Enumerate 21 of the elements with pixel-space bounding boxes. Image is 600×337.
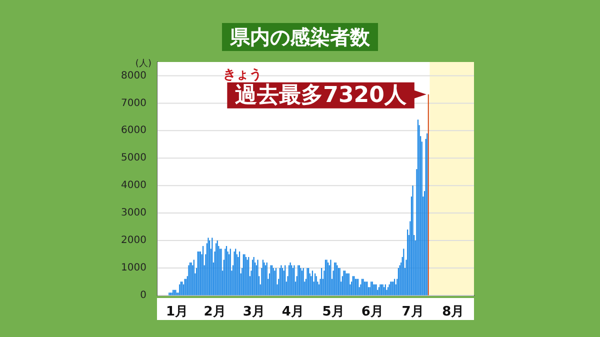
x-tick-label: 4月	[282, 304, 304, 320]
x-tick-label: 5月	[322, 304, 344, 320]
y-tick-label: 3000	[120, 208, 146, 219]
y-tick-label: 4000	[120, 180, 146, 192]
chart-title: 県内の感染者数	[222, 23, 378, 51]
annotation: きょう	[223, 67, 262, 82]
y-tick-label: 8000	[120, 70, 146, 82]
y-tick-label: 1000	[120, 262, 146, 274]
x-tick-label: 7月	[402, 304, 424, 320]
y-axis-title: (人)	[135, 58, 152, 69]
y-tick-label: 2000	[120, 235, 146, 246]
y-tick-label: 6000	[120, 125, 146, 136]
x-tick-label: 8月	[442, 304, 464, 320]
y-tick-label: 0	[140, 290, 146, 301]
x-tick-label: 2月	[204, 304, 226, 320]
annotation: 過去最多7320人	[235, 83, 408, 108]
y-tick-label: 7000	[120, 98, 146, 109]
x-tick-label: 6月	[361, 304, 384, 320]
x-tick-label: 3月	[242, 304, 265, 320]
y-tick-label: 5000	[120, 152, 146, 164]
x-tick-label: 1月	[166, 304, 188, 320]
